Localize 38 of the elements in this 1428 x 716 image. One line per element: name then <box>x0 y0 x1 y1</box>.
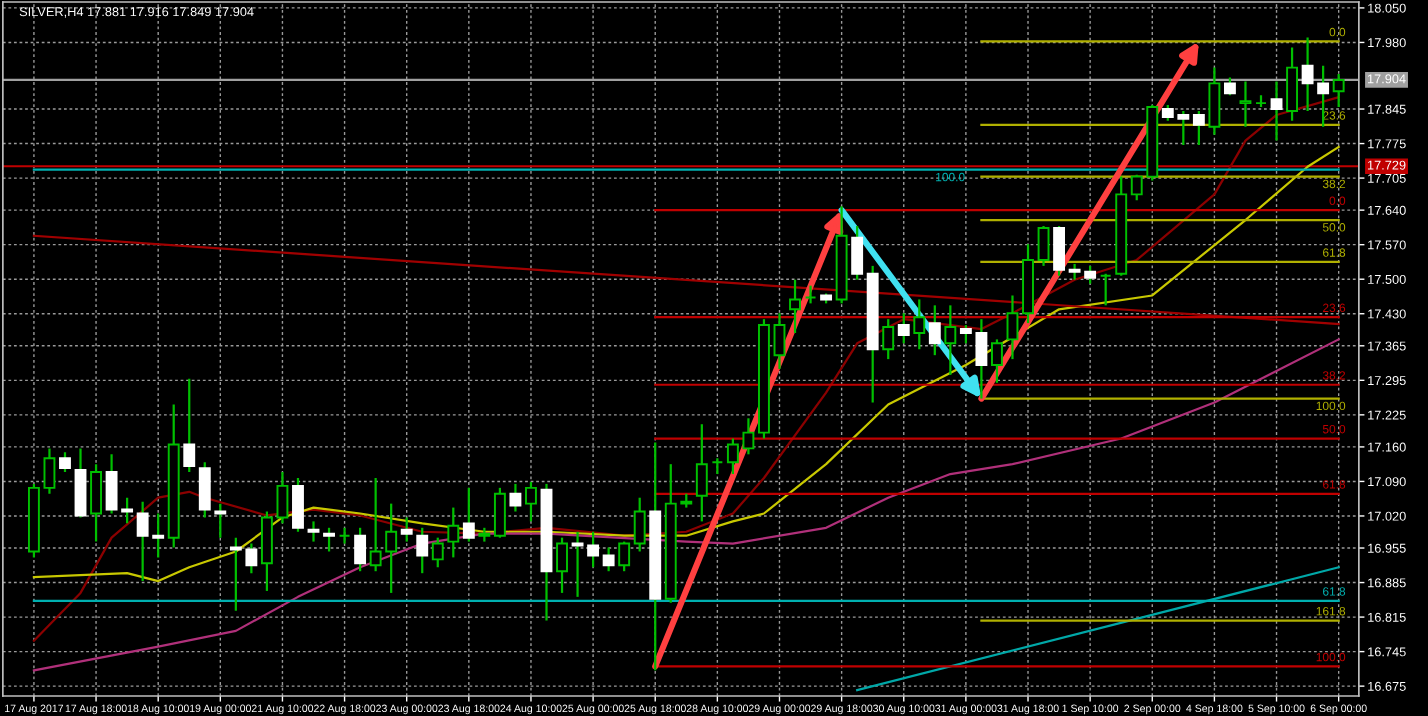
candlestick <box>1332 72 1345 109</box>
candlestick <box>354 526 367 573</box>
candlestick <box>400 516 413 543</box>
candlestick <box>276 470 289 525</box>
candlestick <box>913 298 926 351</box>
candlestick <box>90 463 102 543</box>
candlestick <box>59 451 71 474</box>
candlestick <box>74 447 87 519</box>
candlestick <box>633 496 646 553</box>
candlestick <box>1099 272 1112 307</box>
candlestick <box>618 540 631 573</box>
candlestick <box>198 461 211 519</box>
candlestick <box>323 526 335 553</box>
candlestick <box>1239 80 1252 128</box>
candlestick <box>789 278 801 335</box>
candlestick <box>307 520 320 543</box>
candlestick <box>292 476 304 533</box>
candlestick <box>338 526 351 545</box>
candlestick <box>525 480 537 523</box>
candlestick <box>447 506 460 559</box>
candlestick <box>773 312 786 371</box>
candlestick <box>882 318 895 361</box>
candlestick <box>804 284 817 305</box>
candlestick <box>260 510 273 593</box>
candlestick <box>556 536 568 595</box>
candlestick <box>944 304 957 377</box>
candlestick <box>1053 224 1066 277</box>
candlestick <box>1270 80 1283 142</box>
candlestick <box>1208 66 1221 136</box>
candlestick <box>991 338 1003 384</box>
candlestick <box>431 536 444 569</box>
candlestick <box>1037 224 1050 267</box>
candlestick <box>493 486 506 539</box>
candlestick <box>416 526 429 575</box>
candlestick <box>1006 294 1019 361</box>
candlestick <box>43 447 56 495</box>
candlestick <box>695 423 708 523</box>
candlestick <box>1286 46 1299 122</box>
